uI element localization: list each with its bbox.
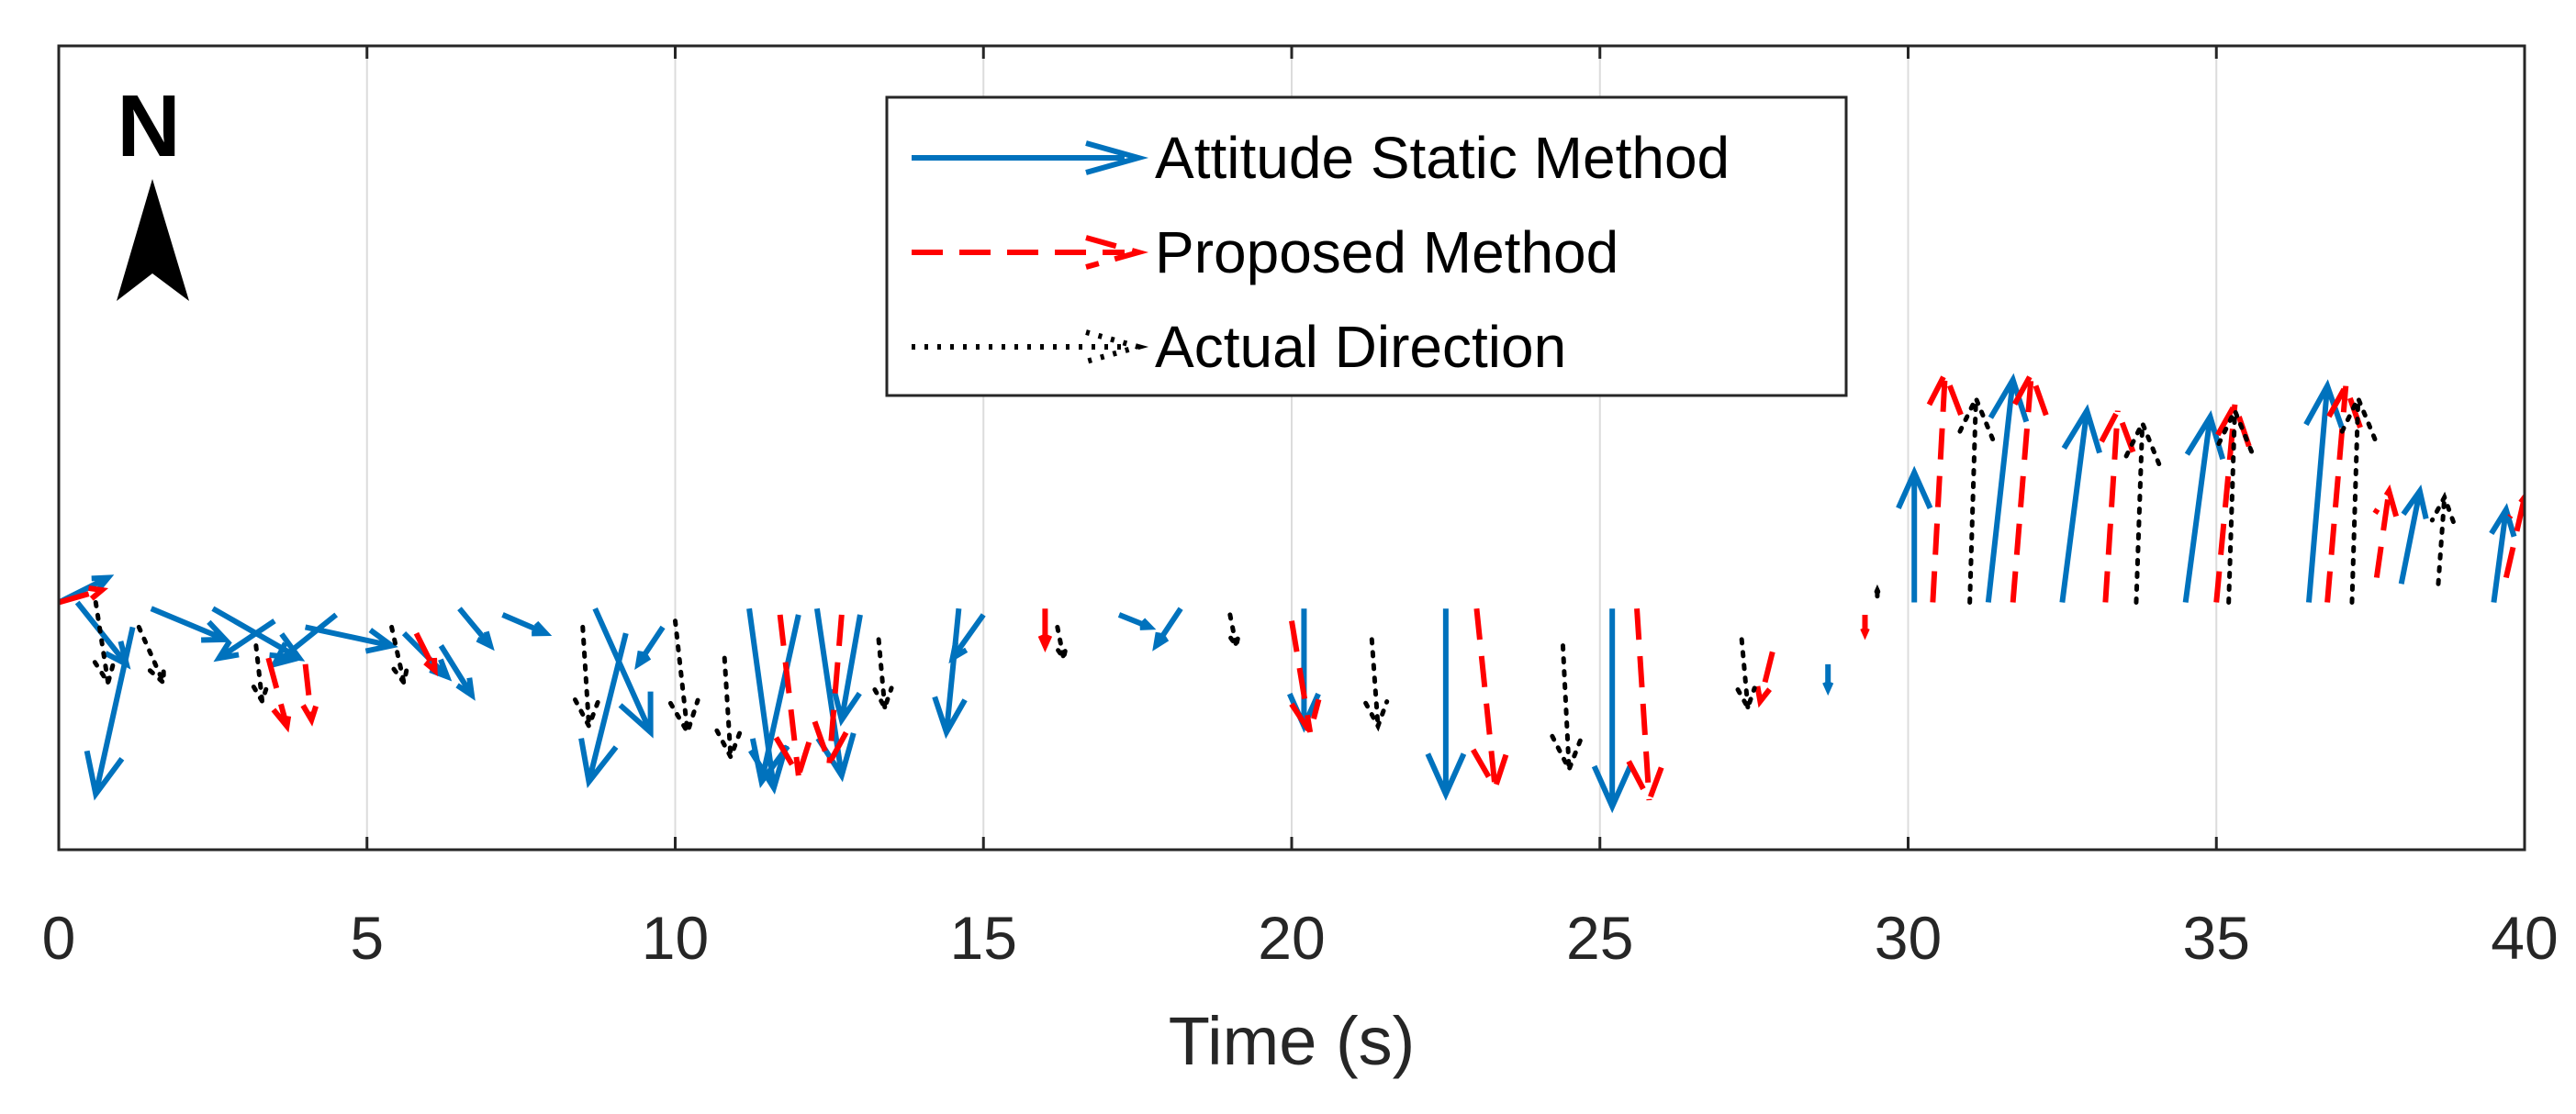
- arrow: [2503, 492, 2525, 579]
- arrow: [2059, 404, 2102, 603]
- arrow: [1954, 392, 1996, 605]
- arrow: [773, 614, 815, 783]
- x-tick-label: 25: [1566, 904, 1633, 972]
- arrow: [1922, 366, 1964, 603]
- arrow: [634, 625, 666, 670]
- arrow: [2398, 484, 2429, 585]
- arrow: [389, 624, 410, 689]
- arrow: [1289, 620, 1322, 740]
- series-actual-direction: [92, 392, 2456, 775]
- arrow: [269, 612, 339, 669]
- arrow: [2121, 417, 2162, 605]
- arrow: [2211, 397, 2252, 603]
- arrow: [2429, 491, 2456, 586]
- arrow: [1754, 651, 1775, 708]
- arrow: [1152, 607, 1183, 652]
- arrow: [251, 643, 270, 707]
- x-tick-label: 35: [2183, 904, 2250, 972]
- arrow: [1227, 612, 1241, 652]
- arrow: [932, 607, 968, 740]
- arrow: [1471, 607, 1512, 795]
- arrow: [2094, 404, 2136, 603]
- arrow: [457, 607, 495, 652]
- arrow: [1735, 637, 1757, 714]
- arrow: [136, 624, 166, 688]
- arrow: [1591, 608, 1633, 814]
- x-tick-label: 15: [950, 904, 1017, 972]
- arrow: [749, 614, 801, 789]
- x-tick-label: 40: [2491, 904, 2558, 972]
- arrow: [578, 632, 629, 789]
- arrow: [501, 612, 553, 637]
- legend-label: Proposed Method: [1155, 219, 1618, 285]
- legend-label: Actual Direction: [1155, 314, 1566, 380]
- x-axis-ticks: 0 5 10 15 20 25 30 35 40: [42, 46, 2559, 972]
- arrow: [572, 624, 602, 732]
- arrow: [1822, 663, 1834, 696]
- legend-box: [885, 95, 1848, 397]
- arrow: [1055, 624, 1069, 664]
- legend-arrowhead: [1085, 329, 1149, 364]
- arrow: [592, 607, 654, 739]
- series-proposed-method: [59, 366, 2525, 808]
- arrow: [150, 606, 232, 643]
- arrow: [1037, 608, 1053, 652]
- arrow: [1985, 373, 2030, 603]
- north-arrow-icon: [117, 179, 189, 301]
- x-tick-label: 10: [642, 904, 709, 972]
- arrow: [84, 626, 136, 801]
- arrow: [948, 613, 986, 664]
- arrow: [1896, 465, 1933, 603]
- north-indicator: N: [117, 77, 189, 301]
- arrow: [213, 618, 276, 663]
- arrow: [1425, 608, 1467, 801]
- arrow: [2336, 392, 2378, 605]
- arrow: [2322, 379, 2363, 603]
- arrow: [831, 614, 863, 727]
- x-axis-label: Time (s): [1169, 1003, 1416, 1079]
- arrow: [1874, 584, 1881, 599]
- arrow: [2008, 366, 2049, 603]
- arrow: [2212, 405, 2255, 605]
- arrow: [92, 599, 118, 689]
- arrow: [59, 585, 109, 606]
- x-tick-label: 5: [350, 904, 384, 972]
- x-tick-label: 20: [1258, 904, 1325, 972]
- arrow: [1550, 643, 1585, 775]
- arrow: [300, 663, 319, 727]
- arrow: [2489, 503, 2517, 603]
- x-tick-label: 30: [1875, 904, 1942, 972]
- north-letter: N: [117, 77, 180, 175]
- arrow: [413, 631, 438, 677]
- arrow: [2372, 484, 2400, 578]
- legend-arrowhead: [1085, 235, 1149, 270]
- arrow: [1860, 614, 1870, 641]
- legend-label: Attitude Static Method: [1155, 125, 1730, 191]
- legend-arrowhead: [1085, 140, 1149, 175]
- arrow: [1626, 608, 1668, 808]
- arrow: [2303, 379, 2345, 603]
- legend: Attitude Static Method Proposed Method Act…: [885, 95, 1848, 397]
- series-attitude-static-method: [59, 373, 2517, 814]
- arrow: [872, 637, 894, 714]
- arrow: [1363, 637, 1390, 732]
- arrow: [667, 618, 700, 739]
- arrow: [1117, 612, 1157, 630]
- x-tick-label: 0: [42, 904, 76, 972]
- arrow: [265, 657, 293, 733]
- series-arrows: [59, 366, 2525, 814]
- arrow: [714, 655, 744, 763]
- arrow: [438, 644, 476, 701]
- arrow: [812, 614, 854, 770]
